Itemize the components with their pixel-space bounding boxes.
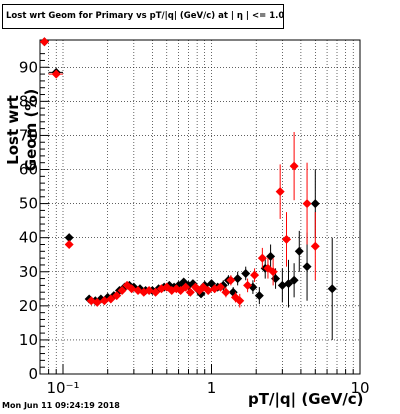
data-point (289, 275, 299, 285)
data-point (221, 287, 231, 297)
data-series (39, 37, 337, 340)
grid-lines (40, 40, 360, 374)
data-point (283, 279, 293, 289)
y-tick-label: 10 (19, 331, 38, 349)
data-point (181, 282, 191, 292)
data-point (226, 275, 236, 285)
y-tick-label: 70 (19, 126, 38, 144)
y-tick-label: 90 (19, 58, 38, 76)
data-point (294, 246, 304, 256)
data-point (117, 286, 127, 295)
data-point (64, 233, 74, 243)
y-tick-label: 30 (19, 263, 38, 281)
data-point (282, 234, 292, 244)
chart-title: Lost wrt Geom for Primary vs pT/|q| (GeV… (2, 4, 284, 29)
data-point (106, 294, 116, 304)
data-point (302, 262, 312, 272)
data-point (327, 284, 337, 294)
plot-frame (39, 39, 361, 375)
data-point (233, 274, 243, 284)
data-point (243, 280, 253, 290)
data-point (39, 37, 49, 47)
timestamp-footer: Mon Jun 11 09:24:19 2018 (2, 401, 120, 410)
data-point (268, 267, 278, 277)
y-tick-label: 20 (19, 297, 38, 315)
data-point (151, 287, 161, 297)
data-point (235, 296, 245, 306)
data-point (127, 284, 137, 294)
data-point (51, 69, 61, 79)
data-point (310, 199, 320, 209)
data-point (203, 286, 213, 295)
data-point (257, 253, 267, 263)
data-point (99, 296, 109, 306)
data-point (112, 291, 122, 301)
axes (39, 39, 361, 375)
data-point (241, 268, 251, 278)
data-point (266, 251, 276, 261)
y-tick-label: 40 (19, 229, 38, 247)
x-axis-label: pT/|q| (GeV/c) (248, 390, 364, 408)
data-point (64, 239, 74, 249)
y-axis-label: Lost wrt Geom (%) (4, 88, 40, 172)
y-tick-label: 50 (19, 195, 38, 213)
y-tick-label: 0 (28, 365, 38, 383)
data-point (310, 241, 320, 251)
data-point (254, 291, 264, 301)
data-point (275, 187, 285, 197)
series-1 (39, 37, 320, 308)
data-point (250, 270, 260, 280)
data-point (289, 161, 299, 171)
x-tick-label: 1 (207, 379, 217, 397)
data-point (144, 286, 154, 295)
x-tick-label: 10 (350, 379, 369, 397)
data-point (216, 282, 226, 292)
x-tick-label: 10⁻¹ (46, 379, 79, 397)
data-point (185, 287, 195, 297)
axis-ticks (40, 53, 361, 375)
data-point (92, 297, 102, 307)
y-tick-label: 60 (19, 161, 38, 179)
y-tick-label: 80 (19, 92, 38, 110)
data-point (302, 199, 312, 209)
axis-tick-labels: 10⁻¹ 1 10 0 10 20 30 40 50 60 70 80 90 (19, 58, 370, 397)
